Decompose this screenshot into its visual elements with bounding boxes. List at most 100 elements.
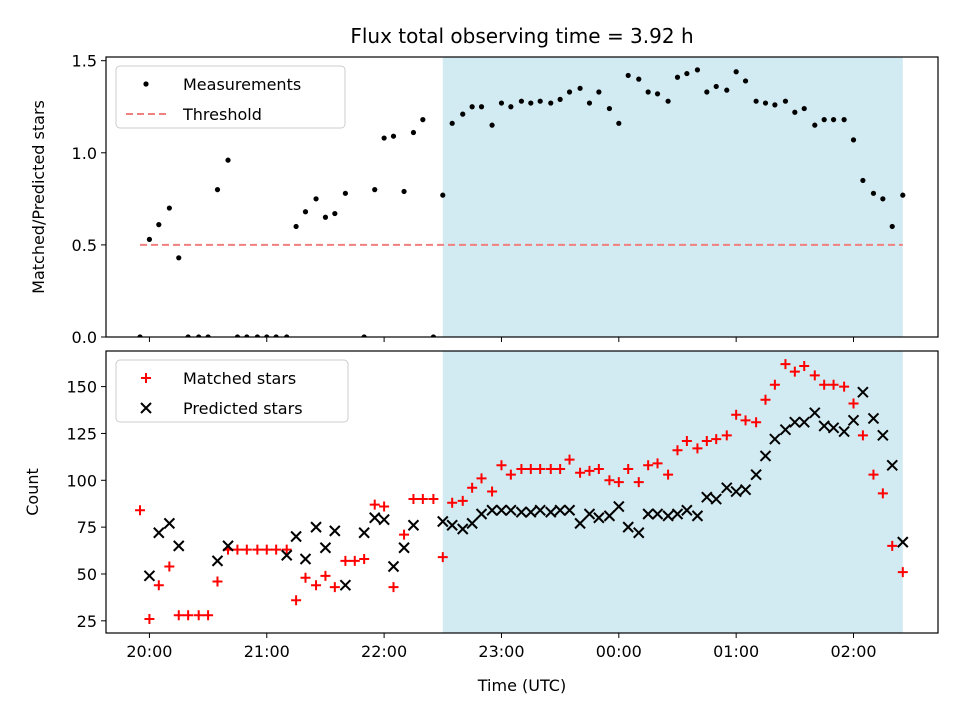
measurements-point (762, 100, 769, 106)
matched-stars-point (261, 544, 272, 555)
predicted-stars-point (495, 504, 508, 516)
x-tick-label: 22:00 (361, 642, 407, 661)
matched-stars-point (740, 415, 751, 426)
matched-stars-point (555, 464, 566, 475)
measurements-point (420, 117, 426, 123)
matched-stars-point (311, 580, 322, 591)
predicted-stars-point (369, 512, 381, 524)
predicted-stars-point (798, 416, 810, 428)
legend-entry-label: Threshold (182, 105, 262, 124)
x-tick-label: 02:00 (830, 642, 876, 661)
predicted-stars-point (563, 504, 576, 516)
predicted-stars-point (290, 530, 302, 543)
measurements-point (753, 98, 759, 104)
measurements-point (430, 334, 437, 337)
matched-stars-point (428, 494, 439, 505)
measurements-point (704, 89, 710, 95)
measurements-point (449, 120, 455, 126)
predicted-stars-point (750, 468, 762, 481)
ratio-y-tick-label: 1.5 (72, 52, 97, 71)
predicted-stars-point (789, 416, 801, 428)
matched-stars-point (505, 469, 516, 480)
matched-stars-point (819, 379, 830, 390)
predicted-stars-point (827, 422, 840, 434)
measurements-point (460, 111, 466, 117)
predicted-stars-point (877, 429, 889, 442)
measurements-point (508, 104, 514, 110)
measurements-point (372, 187, 378, 193)
matched-stars-point (751, 417, 762, 428)
predicted-stars-point (633, 527, 645, 539)
matched-stars-point (183, 610, 194, 621)
predicted-stars-point (701, 491, 713, 503)
predicted-stars-point (437, 515, 449, 528)
measurements-point (606, 105, 613, 112)
predicted-stars-point (593, 512, 605, 524)
x-tick-label: 20:00 (126, 642, 172, 661)
predicted-stars-point (299, 553, 312, 565)
matched-stars-point (329, 582, 340, 593)
measurements-point (293, 223, 299, 230)
matched-stars-point (877, 488, 888, 499)
predicted-stars-point (867, 412, 880, 425)
measurements-point (381, 135, 387, 141)
matched-stars-point (604, 475, 615, 486)
predicted-stars-point (173, 540, 185, 552)
matched-stars-point (359, 553, 370, 564)
matched-stars-point (672, 445, 683, 456)
x-axis-label: Time (UTC) (477, 676, 566, 695)
matched-stars-point (564, 454, 575, 465)
count-y-tick-label: 50 (77, 565, 97, 584)
count-y-tick-label: 125 (66, 424, 97, 443)
measurements-point (361, 334, 367, 337)
ratio-series-group (137, 67, 906, 337)
measurements-point (214, 187, 221, 193)
matched-stars-point (839, 381, 850, 392)
predicted-stars-point (613, 500, 625, 513)
measurements-point (900, 192, 906, 198)
matched-stars-point (887, 540, 898, 551)
matched-stars-point (399, 529, 410, 540)
matched-stars-point (447, 497, 458, 508)
measurements-point (850, 137, 857, 143)
ratio-legend-box (115, 65, 346, 129)
measurements-point (137, 334, 143, 337)
measurements-point (880, 196, 886, 202)
measurements-point (684, 70, 690, 77)
measurements-point (860, 177, 866, 184)
count-y-tick-label: 25 (77, 612, 97, 631)
measurements-point (196, 334, 202, 337)
measurements-point (284, 334, 290, 337)
count-y-axis-label: Count (23, 468, 42, 516)
matched-stars-point (281, 544, 292, 555)
measurements-point (801, 105, 807, 112)
legend-entry-label: Predicted stars (183, 399, 303, 418)
x-tick-label: 00:00 (596, 642, 642, 661)
measurements-point (313, 196, 319, 202)
predicted-stars-point (475, 508, 488, 520)
matched-stars-point (388, 582, 399, 593)
count-panel: 25 50 75 100 125 150 20:00 21:00 22:00 23:00 00:00… (23, 350, 939, 661)
ratio-observing-window (442, 57, 903, 337)
x-tick-label: 01:00 (713, 642, 759, 661)
predicted-stars-point (466, 517, 478, 530)
matched-stars-point (731, 409, 742, 420)
ratio-legend: Measurements Threshold (115, 65, 346, 129)
measurements-point (557, 96, 563, 102)
matched-stars-point (828, 379, 839, 390)
matched-stars-point (203, 610, 214, 621)
predicted-stars-point (721, 482, 733, 494)
matched-stars-point (525, 464, 536, 475)
matched-stars-point (476, 473, 487, 484)
measurements-point (713, 83, 719, 90)
matched-stars-point (408, 494, 419, 505)
predicted-stars-point (583, 508, 596, 520)
matched-stars-point (535, 464, 546, 475)
matched-stars-point (379, 501, 390, 512)
matched-stars-point (789, 366, 800, 377)
matched-stars-point (897, 567, 908, 578)
ratio-y-axis-label: Matched/Predicted stars (29, 100, 48, 294)
measurements-point (654, 91, 661, 97)
